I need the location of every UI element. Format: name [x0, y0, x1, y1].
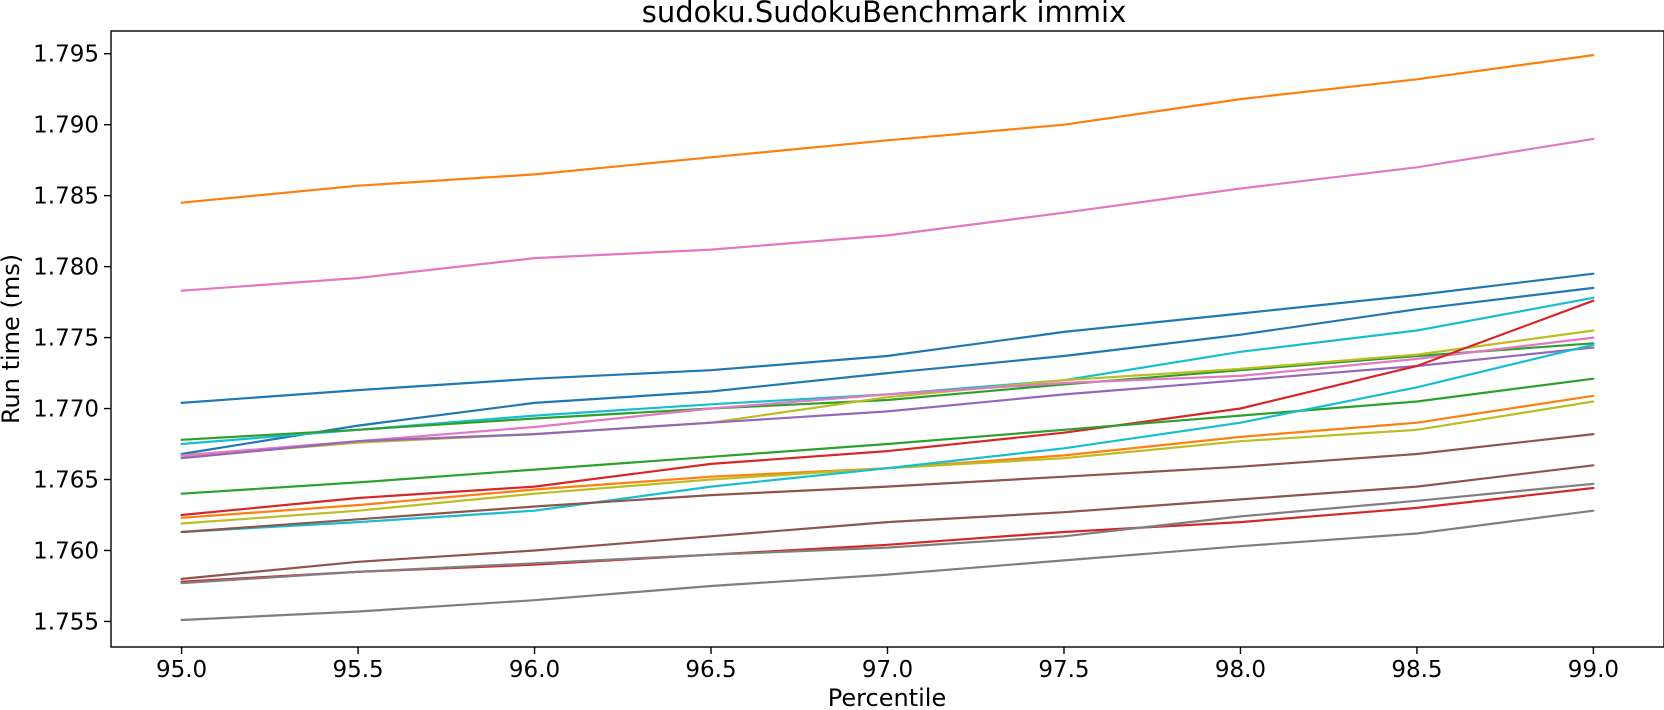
- y-axis: 1.755 1.760 1.765 1.770 1.775 1.780 1.785 1.790…: [33, 42, 111, 635]
- y-axis-label: Run time (ms): [0, 254, 25, 424]
- y-tick-label: 1.765: [33, 468, 99, 494]
- x-tick-label: 98.0: [1215, 657, 1266, 683]
- y-tick-label: 1.775: [33, 326, 99, 352]
- series-line-9: [180, 346, 1595, 460]
- y-tick-label: 1.785: [33, 184, 99, 210]
- plot-frame: [110, 30, 1664, 648]
- y-tick-label: 1.760: [33, 538, 99, 564]
- series-line-6: [180, 342, 1595, 441]
- x-tick-label: 95.5: [332, 657, 383, 683]
- series-line-15: [180, 433, 1595, 534]
- series-line-8: [180, 336, 1595, 457]
- y-tick-label: 1.790: [33, 113, 99, 139]
- x-tick-label: 98.5: [1391, 657, 1442, 683]
- y-tick-label: 1.795: [33, 42, 99, 68]
- x-tick-label: 96.0: [509, 657, 560, 683]
- chart-title: sudoku.SudokuBenchmark immix: [642, 0, 1127, 29]
- x-axis-label: Percentile: [828, 684, 946, 710]
- series-line-10: [180, 299, 1595, 517]
- series-line-19: [180, 509, 1595, 622]
- y-tick-label: 1.755: [33, 609, 99, 635]
- plot-area: [180, 54, 1595, 622]
- x-tick-label: 95.0: [156, 657, 207, 683]
- x-tick-label: 96.5: [685, 657, 736, 683]
- x-tick-label: 97.5: [1038, 657, 1089, 683]
- y-tick-label: 1.770: [33, 397, 99, 423]
- y-tick-label: 1.780: [33, 255, 99, 281]
- series-line-14: [180, 343, 1595, 534]
- x-axis: 95.0 95.5 96.0 96.5 97.0 97.5 98.0 98.5 99.0: [156, 647, 1619, 683]
- series-line-13: [180, 400, 1595, 525]
- series-line-2: [180, 137, 1595, 292]
- series-line-1: [180, 54, 1595, 204]
- x-tick-label: 97.0: [862, 657, 913, 683]
- x-tick-label: 99.0: [1568, 657, 1619, 683]
- series-line-16: [180, 464, 1595, 580]
- series-line-18: [180, 482, 1595, 585]
- series-line-11: [180, 377, 1595, 495]
- series-line-4: [180, 286, 1595, 456]
- series-line-3: [180, 272, 1595, 404]
